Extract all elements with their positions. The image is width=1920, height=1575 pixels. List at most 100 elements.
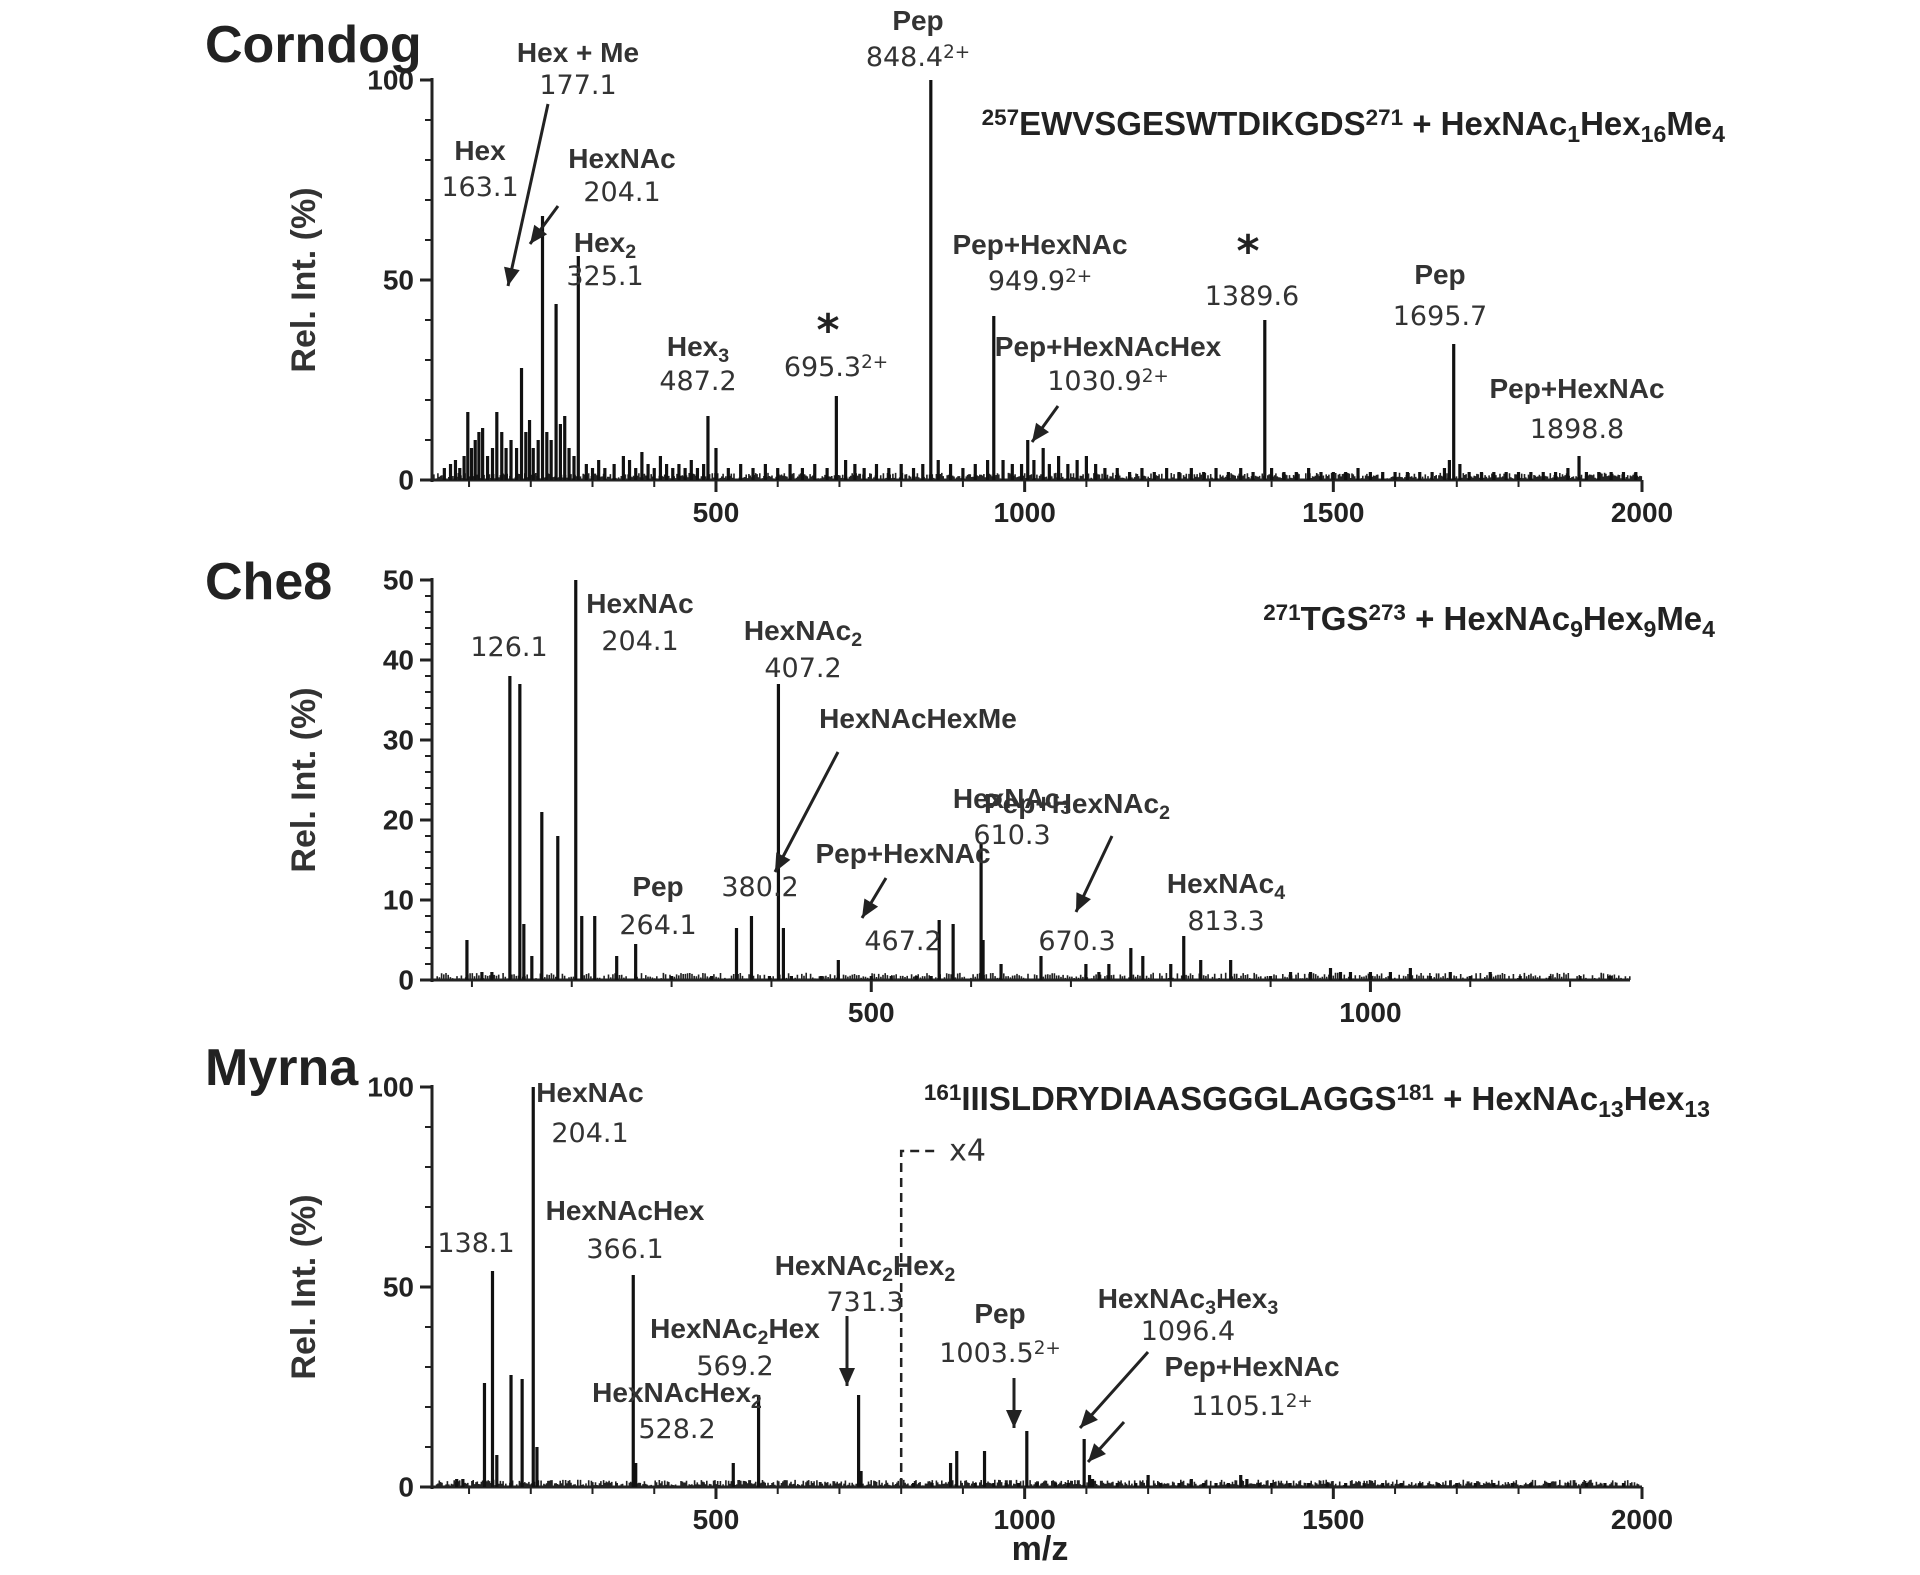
- panel-title: Myrna: [205, 1039, 359, 1097]
- y-tick-label: 20: [383, 805, 414, 836]
- annotation-arrow-head: [530, 224, 548, 244]
- annotation-name: Pep+HexNAc: [815, 838, 990, 869]
- peak-annotation: HexNAcHexMe 380.2: [721, 703, 1016, 903]
- annotation-name: HexNAc: [568, 143, 675, 174]
- annotation-name: HexNAc: [536, 1077, 643, 1108]
- x-tick-label: 1500: [1302, 1504, 1364, 1535]
- annotation-value: 1898.8: [1530, 414, 1624, 445]
- x-tick-label: 1000: [994, 1504, 1056, 1535]
- annotation-value: 1030.92+: [1047, 366, 1169, 397]
- annotation-value: 1695.7: [1393, 301, 1487, 332]
- x-tick-label: 500: [693, 1504, 740, 1535]
- annotation-name: Pep: [974, 1298, 1025, 1329]
- annotation-value: 138.1: [437, 1228, 514, 1259]
- annotation-value: 670.3: [1038, 926, 1115, 957]
- annotation-value: 163.1: [441, 172, 518, 203]
- annotation-name: Hex + Me: [517, 37, 639, 68]
- annotation-name: HexNAcHex: [546, 1195, 705, 1226]
- annotation-value: 204.1: [583, 177, 660, 208]
- annotation-name: Pep: [1414, 259, 1465, 290]
- x-tick-label: 1500: [1302, 497, 1364, 528]
- y-tick-label: 50: [383, 265, 414, 296]
- y-tick-label: 0: [398, 965, 414, 996]
- peptide-sequence: 271TGS273 + HexNAc9Hex9Me4: [1263, 600, 1715, 642]
- x-tick-label: 500: [848, 997, 895, 1028]
- annotation-value: 1096.4: [1141, 1316, 1235, 1347]
- star-marker: *: [816, 305, 839, 356]
- annotation-name: HexNAc: [586, 588, 693, 619]
- peak-annotation: Pep+HexNAcHex 1030.92+: [995, 331, 1222, 443]
- peak-annotation: HexNAcHex 366.1: [546, 1195, 705, 1265]
- annotation-name: Hex: [454, 135, 506, 166]
- annotation-value: 467.2: [864, 926, 941, 957]
- annotation-arrow-head: [1032, 422, 1050, 442]
- annotation-name: HexNAc2Hex: [650, 1313, 820, 1349]
- peak-annotation: 126.1: [470, 632, 547, 663]
- annotation-value: 204.1: [601, 626, 678, 657]
- annotation-arrow-head: [504, 266, 520, 286]
- y-tick-label: 50: [383, 1272, 414, 1303]
- panel-corndog: Corndog Rel. Int. (%) 0 50 100 500 1000 1500 200…: [205, 5, 1725, 528]
- annotation-value: 1389.6: [1205, 281, 1299, 312]
- annotation-arrow-head: [862, 898, 879, 918]
- annotation-value: 264.1: [619, 910, 696, 941]
- annotation-arrow-head: [1088, 1443, 1106, 1462]
- x-tick-label: 2000: [1611, 1504, 1673, 1535]
- x-tick-label: 1000: [994, 497, 1056, 528]
- star-marker: *: [1236, 226, 1259, 277]
- annotation-name: Pep: [892, 5, 943, 36]
- x-tick-label: 2000: [1611, 497, 1673, 528]
- annotation-value: 848.42+: [866, 42, 970, 73]
- annotation-value: 407.2: [764, 653, 841, 684]
- magnification-bracket: [899, 1149, 940, 1487]
- peak-annotation: HexNAc 204.1: [586, 588, 693, 657]
- panel-che8: Che8 Rel. Int. (%) 0 10 20 30 40 50 500 1000 271TG…: [205, 553, 1715, 1028]
- annotation-name: HexNAc3: [953, 783, 1071, 819]
- annotation-arrow-head: [775, 852, 791, 872]
- panel-title: Corndog: [205, 16, 422, 74]
- peptide-sequence: 161IIISLDRYDIAASGGGLAGGS181 + HexNAc13He…: [924, 1080, 1710, 1122]
- y-axis-label: Rel. Int. (%): [285, 687, 323, 872]
- annotation-value: 366.1: [586, 1234, 663, 1265]
- annotation-value: 813.3: [1187, 906, 1264, 937]
- y-tick-label: 40: [383, 645, 414, 676]
- annotation-value: 949.92+: [988, 266, 1092, 297]
- peak-annotation: Pep+HexNAc 1898.8: [1489, 373, 1664, 445]
- peak-annotation: Pep 1695.7: [1393, 259, 1487, 332]
- peak-annotation: Pep 848.42+: [866, 5, 970, 73]
- annotation-value: 126.1: [470, 632, 547, 663]
- peak-annotation: Pep+HexNAc 1105.12+: [1086, 1351, 1340, 1464]
- peak-annotation: 138.1: [437, 1228, 514, 1259]
- peak-annotation: Pep+HexNAc2 670.3: [984, 788, 1170, 957]
- annotation-value: 610.3: [973, 820, 1050, 851]
- annotation-arrow-head: [1006, 1410, 1022, 1428]
- x-axis-label: m/z: [1012, 1530, 1069, 1568]
- y-tick-label: 10: [383, 885, 414, 916]
- annotation-arrow-head: [1080, 1409, 1098, 1428]
- annotation-value: 528.2: [638, 1414, 715, 1445]
- y-axis-label: Rel. Int. (%): [285, 1194, 323, 1379]
- annotation-name: HexNAcHex2: [592, 1377, 762, 1413]
- x-tick-label: 500: [693, 497, 740, 528]
- annotation-name: HexNAc4: [1167, 868, 1285, 904]
- annotation-name: Pep+HexNAc2: [984, 788, 1170, 824]
- peptide-sequence: 257EWVSGESWTDIKGDS271 + HexNAc1Hex16Me4: [982, 105, 1726, 147]
- annotation-name: Pep+HexNAcHex: [995, 331, 1222, 362]
- annotation-value: 569.2: [696, 1351, 773, 1382]
- annotation-name: Pep+HexNAc: [952, 229, 1127, 260]
- annotation-value: 1003.52+: [939, 1338, 1061, 1369]
- y-tick-label: 50: [383, 565, 414, 596]
- peak-annotation: * 1389.6: [1205, 226, 1299, 312]
- annotation-value: 325.1: [566, 261, 643, 292]
- annotation-name: Hex2: [574, 227, 636, 263]
- annotation-name: HexNAc3Hex3: [1098, 1283, 1279, 1319]
